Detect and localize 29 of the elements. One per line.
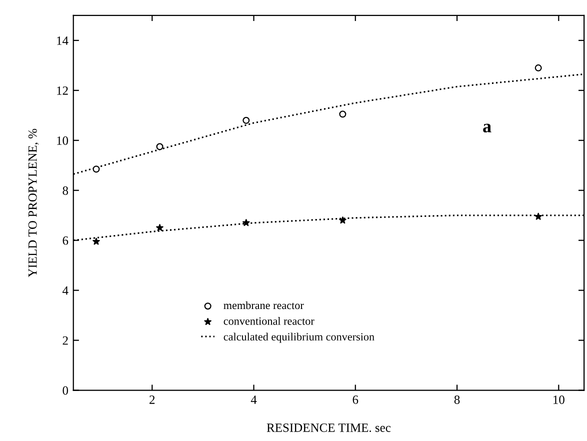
point	[534, 212, 542, 220]
x-tick-label: 4	[250, 396, 257, 404]
point	[92, 166, 100, 173]
y-axis-title: YIELD TO PROPYLENE, %	[28, 128, 39, 278]
x-tick-label: 10	[554, 396, 564, 404]
annotation: a	[483, 124, 492, 132]
point	[534, 64, 542, 72]
point	[156, 224, 164, 232]
point	[92, 238, 100, 245]
legend-label: calculated equilibrium conversion	[224, 332, 374, 343]
legend-label: membrane reactor	[224, 301, 304, 310]
y-tick-label: 8	[62, 186, 68, 195]
point	[156, 143, 164, 150]
y-tick-label: 14	[57, 36, 68, 45]
point	[339, 216, 346, 224]
y-tick-label: 2	[62, 336, 68, 345]
point	[339, 110, 346, 118]
x-tick-label: 6	[352, 396, 358, 404]
point	[242, 219, 250, 226]
y-tick-label: 4	[62, 286, 68, 295]
legend-label: conventional reactor	[224, 317, 314, 325]
y-tick-label: 6	[62, 236, 68, 245]
y-tick-label: 10	[57, 136, 68, 145]
point	[242, 116, 250, 124]
y-tick-label: 0	[62, 386, 68, 395]
x-tick-label: 2	[150, 396, 155, 404]
x-axis-title: RESIDENCE TIME. sec	[266, 424, 391, 432]
y-tick-label: 12	[57, 86, 68, 95]
x-tick-label: 8	[454, 396, 460, 404]
